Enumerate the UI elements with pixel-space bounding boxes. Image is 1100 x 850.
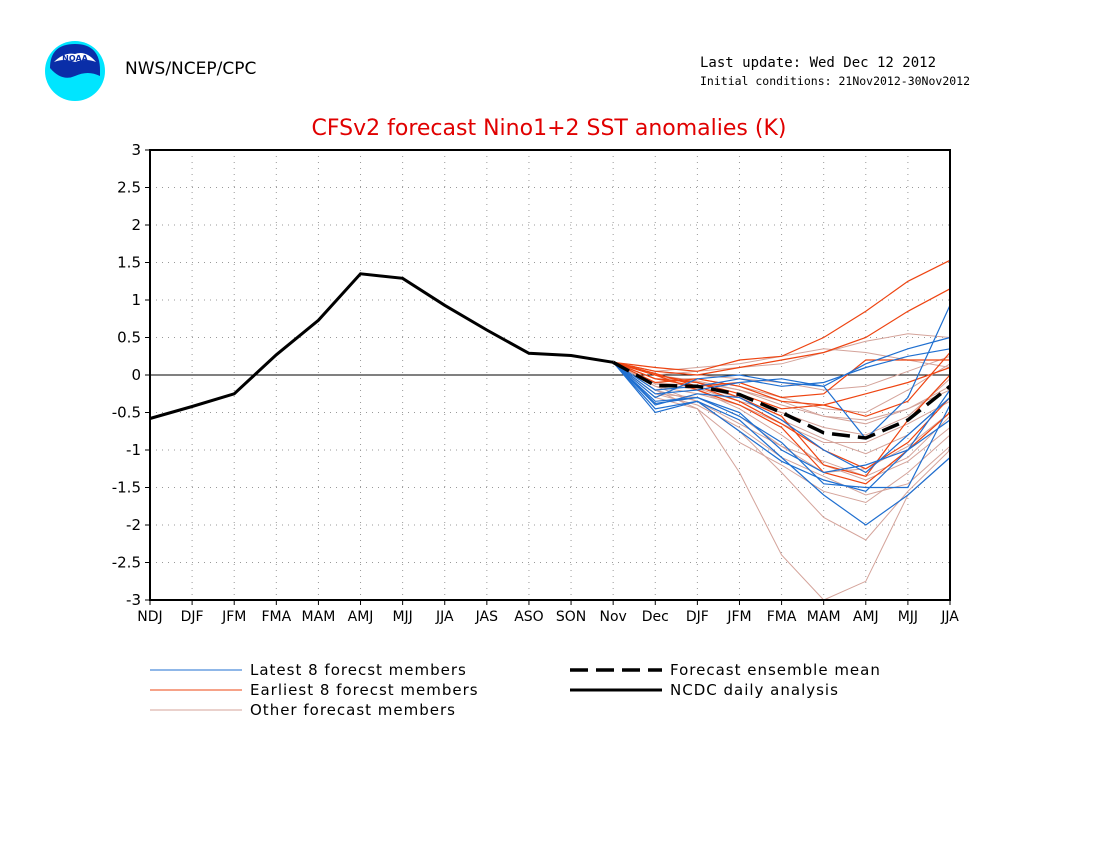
latest-member-line — [612, 361, 951, 526]
main-lines-group — [149, 272, 952, 440]
x-tick-label: MAM — [807, 609, 841, 625]
y-tick-label: -1.5 — [112, 479, 141, 497]
chart-title: CFSv2 forecast Nino1+2 SST anomalies (K) — [312, 116, 787, 141]
earliest-member-line — [613, 259, 951, 372]
logo-lettering: NOAA — [62, 54, 88, 63]
x-tick-label: MAM — [302, 609, 336, 625]
grid-lines — [150, 150, 950, 600]
other-member-line — [613, 333, 951, 376]
ensemble-mean-line — [612, 360, 952, 440]
last-update-text: Last update: Wed Dec 12 2012 — [700, 55, 937, 71]
y-tick-label: 2 — [131, 216, 141, 234]
y-axis: 3 2.5 2 1.5 1 0.5 0 -0.5 -1 -1.5 -2 -2.5 -3 — [112, 141, 150, 609]
legend-label-mean: Forecast ensemble mean — [670, 661, 881, 679]
x-tick-label: Nov — [599, 609, 626, 625]
x-tick-label: AMJ — [348, 609, 374, 625]
x-tick-label: NDJ — [137, 609, 162, 625]
ncdc-analysis-line — [149, 272, 614, 420]
x-tick-label: JJA — [940, 609, 959, 625]
x-tick-label: MJJ — [898, 609, 918, 625]
y-tick-label: -3 — [126, 591, 141, 609]
latest-member-line — [612, 305, 951, 440]
y-tick-label: -0.5 — [112, 404, 141, 422]
x-tick-label: AMJ — [853, 609, 879, 625]
latest-members-group — [612, 305, 951, 526]
x-tick-label: FMA — [261, 609, 291, 625]
earliest-members-group — [612, 259, 951, 485]
x-tick-label: DJF — [181, 609, 204, 625]
earliest-member-line — [613, 361, 951, 470]
latest-member-line — [612, 361, 951, 474]
x-tick-label: FMA — [767, 609, 797, 625]
legend-label-earliest: Earliest 8 forecst members — [250, 681, 479, 699]
x-tick-label: JAS — [475, 609, 498, 625]
earliest-member-line — [613, 361, 951, 485]
x-tick-label: JFM — [221, 609, 246, 625]
latest-member-line — [612, 361, 951, 489]
plot-frame — [149, 149, 951, 601]
logo-wing — [54, 53, 96, 62]
x-tick-label: MJJ — [392, 609, 412, 625]
y-tick-label: 1.5 — [117, 254, 141, 272]
legend: Latest 8 forecst members Earliest 8 forec… — [150, 661, 881, 719]
latest-member-line — [612, 361, 951, 492]
y-tick-label: 2.5 — [117, 179, 141, 197]
y-tick-label: 3 — [131, 141, 141, 159]
y-tick-label: -2.5 — [112, 554, 141, 572]
other-members-group — [612, 333, 951, 601]
legend-label-other: Other forecast members — [250, 701, 456, 719]
y-tick-label: -2 — [126, 516, 141, 534]
other-member-line — [612, 361, 951, 601]
agency-label: NWS/NCEP/CPC — [125, 59, 257, 79]
x-tick-label: JJA — [435, 609, 454, 625]
x-tick-label: Dec — [642, 609, 669, 625]
initial-conditions-text: Initial conditions: 21Nov2012-30Nov2012 — [700, 74, 971, 88]
y-tick-label: -1 — [126, 441, 141, 459]
y-tick-label: 0 — [131, 366, 141, 384]
earliest-member-line — [613, 288, 951, 376]
x-tick-label: DJF — [686, 609, 709, 625]
x-tick-label: SON — [556, 609, 586, 625]
latest-member-line — [612, 348, 951, 391]
noaa-logo: NOAA — [45, 41, 105, 101]
x-axis: NDJ DJF JFM FMA MAM AMJ MJJ JJA JAS ASO SON Nov Dec D… — [137, 600, 959, 625]
y-tick-label: 0.5 — [117, 329, 141, 347]
latest-member-line — [612, 336, 951, 399]
x-tick-label: JFM — [726, 609, 751, 625]
y-tick-label: 1 — [131, 291, 141, 309]
x-tick-label: ASO — [514, 609, 543, 625]
legend-label-latest: Latest 8 forecst members — [250, 661, 467, 679]
legend-label-analysis: NCDC daily analysis — [670, 681, 839, 699]
